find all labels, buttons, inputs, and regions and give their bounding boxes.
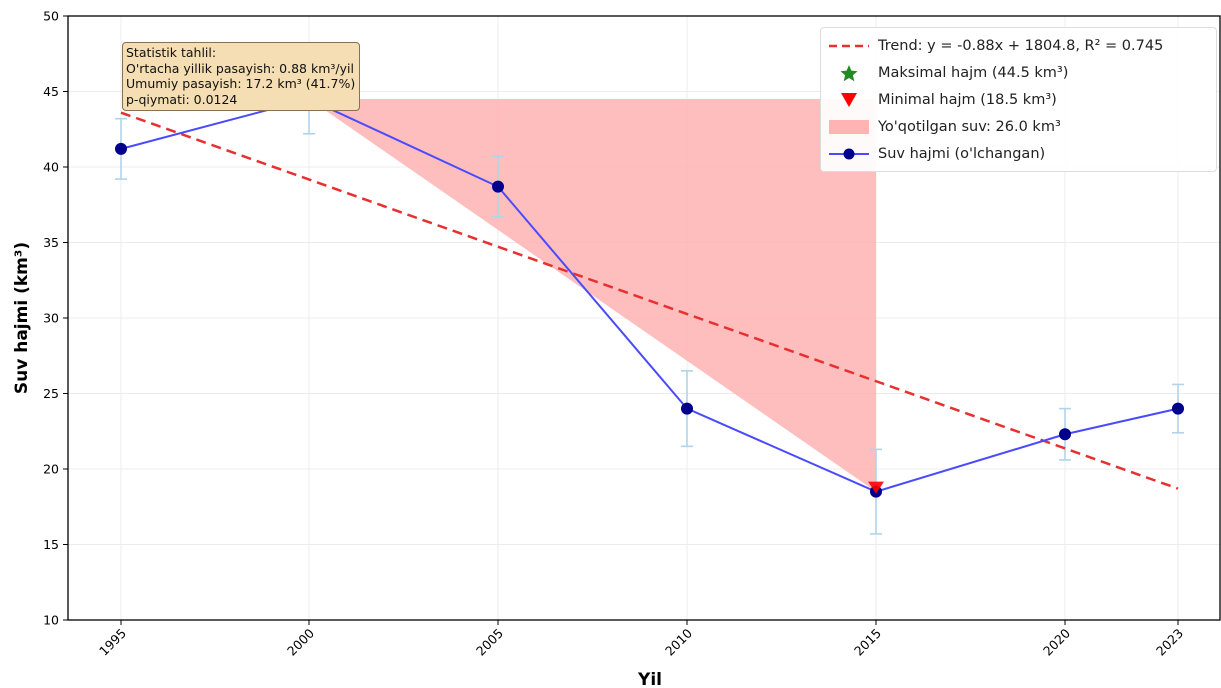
y-tick-label: 45	[43, 84, 59, 99]
x-tick-label: 2010	[662, 625, 695, 658]
stats-annotation-line: O'rtacha yillik pasayish: 0.88 km³/yil	[126, 60, 354, 76]
legend: Trend: y = -0.88x + 1804.8, R² = 0.745 M…	[820, 27, 1217, 172]
y-tick-label: 20	[43, 462, 59, 477]
stats-annotation-line: p-qiymati: 0.0124	[126, 91, 238, 107]
x-tick-label: 2005	[473, 626, 506, 659]
legend-label: Yo'qotilgan suv: 26.0 km³	[878, 118, 1061, 135]
data-point	[492, 180, 504, 193]
y-tick-label: 40	[43, 160, 59, 175]
data-point	[1059, 428, 1071, 441]
y-tick-label: 10	[43, 613, 59, 628]
star-icon	[827, 63, 871, 83]
stats-annotation: Statistik tahlil: O'rtacha yillik pasayi…	[122, 42, 361, 111]
y-tick-label: 15	[43, 537, 59, 552]
x-tick-label: 2020	[1040, 625, 1073, 658]
y-tick-label: 30	[43, 311, 59, 326]
dashed-line-icon	[827, 36, 871, 56]
stats-annotation-title: Statistik tahlil:	[126, 45, 217, 60]
y-tick-label: 25	[43, 386, 59, 401]
lost-water-area	[309, 99, 876, 492]
x-tick-label: 2000	[284, 625, 317, 658]
legend-item-series: Suv hajmi (o'lchangan)	[827, 140, 1216, 167]
y-axis-label: Suv hajmi (km³)	[12, 242, 32, 394]
legend-item-max: Maksimal hajm (44.5 km³)	[827, 59, 1216, 86]
legend-label: Trend: y = -0.88x + 1804.8, R² = 0.745	[878, 37, 1164, 54]
data-point	[1172, 402, 1184, 415]
legend-label: Suv hajmi (o'lchangan)	[878, 145, 1046, 162]
legend-label: Minimal hajm (18.5 km³)	[878, 91, 1057, 108]
data-point	[115, 142, 127, 155]
x-tick-label: 2015	[851, 626, 884, 659]
legend-item-min: Minimal hajm (18.5 km³)	[827, 86, 1216, 113]
legend-label: Maksimal hajm (44.5 km³)	[878, 64, 1069, 81]
y-tick-label: 35	[43, 235, 59, 250]
x-ticks: 1995 2000 2005 2010 2015 2020 2023	[96, 620, 1186, 659]
filled-area-icon	[827, 117, 871, 137]
x-axis-label: Yil	[637, 670, 662, 688]
legend-item-trend: Trend: y = -0.88x + 1804.8, R² = 0.745	[827, 32, 1216, 59]
x-tick-label: 1995	[96, 626, 129, 659]
legend-item-lost: Yo'qotilgan suv: 26.0 km³	[827, 113, 1216, 140]
line-marker-icon	[827, 144, 871, 164]
x-tick-label: 2023	[1153, 626, 1186, 659]
min-marker	[868, 481, 884, 494]
trend-line	[120, 111, 1179, 490]
stats-annotation-line: Umumiy pasayish: 17.2 km³ (41.7%)	[126, 76, 356, 91]
y-tick-label: 50	[43, 9, 59, 24]
triangle-down-icon	[827, 90, 871, 110]
y-ticks: 10 15 20 25 30 35 40 45 50	[43, 9, 68, 628]
data-point	[681, 402, 693, 415]
